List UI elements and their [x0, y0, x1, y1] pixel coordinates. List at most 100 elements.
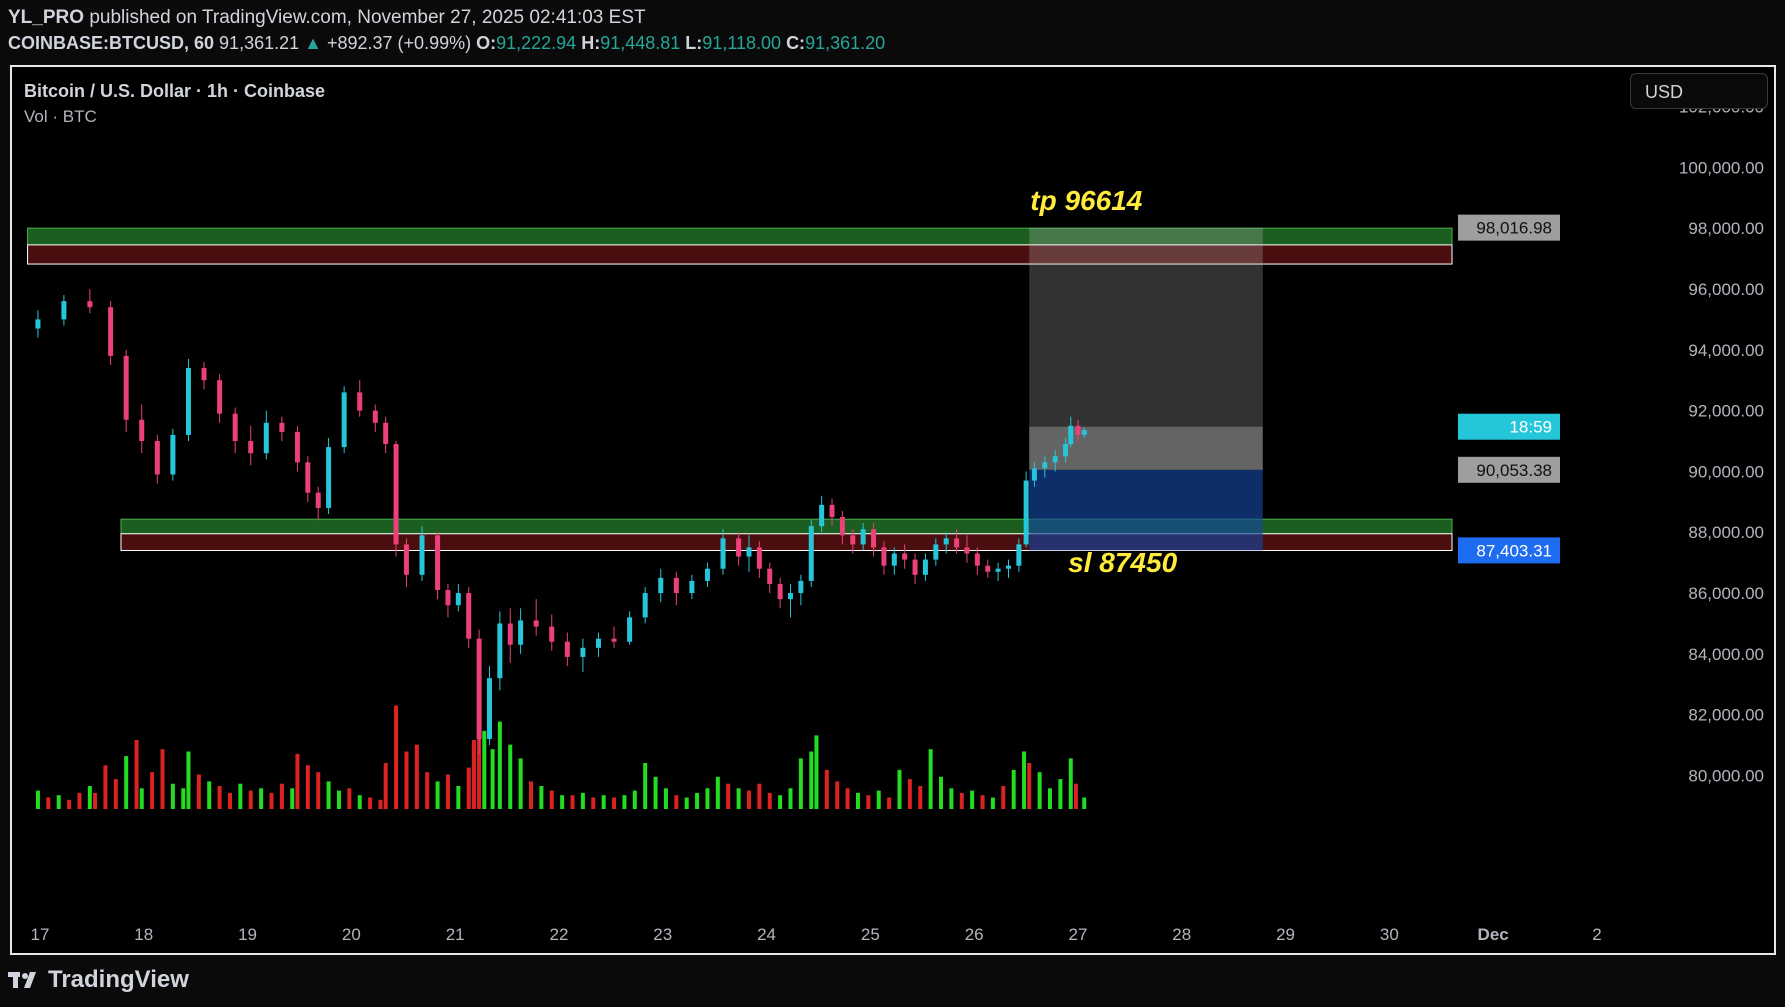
price-tick-8: 86,000.00	[1688, 584, 1764, 603]
price-tick-3: 96,000.00	[1688, 280, 1764, 299]
volume-bar-22	[248, 790, 253, 809]
volume-bar-89	[907, 779, 912, 809]
open-label: O:	[476, 33, 497, 53]
volume-bar-65	[663, 788, 668, 809]
time-tick-1: 18	[134, 925, 153, 944]
time-tick-5: 22	[549, 925, 568, 944]
tradingview-logo-icon	[8, 972, 36, 988]
volume-bar-6	[93, 792, 98, 809]
published-text: published on TradingView.com, November 2…	[89, 7, 646, 28]
candle-body-12	[248, 441, 254, 454]
volume-bar-42	[445, 774, 450, 809]
currency-button[interactable]: USD	[1630, 73, 1768, 109]
volume-bar-81	[824, 769, 829, 809]
volume-bar-57	[580, 792, 585, 809]
volume-bar-35	[378, 799, 383, 809]
candle-body-4	[123, 355, 129, 420]
volume-bar-73	[746, 790, 751, 809]
time-tick-4: 21	[446, 925, 465, 944]
volume-bar-90	[918, 786, 923, 809]
candle-body-27	[445, 590, 451, 606]
time-tick-13: 30	[1380, 925, 1399, 944]
candle-body-45	[689, 580, 695, 594]
author-name[interactable]: YL_PRO	[8, 7, 85, 28]
volume-bar-8	[113, 779, 118, 809]
publish-header: YL_PRO published on TradingView.com, Nov…	[8, 7, 646, 29]
volume-bar-96	[980, 795, 985, 809]
candle-body-46	[704, 568, 710, 581]
candle-body-49	[746, 547, 752, 557]
candle-body-81	[1068, 425, 1074, 445]
volume-bar-50	[508, 744, 513, 809]
volume-bar-34	[368, 797, 373, 809]
volume-bar-43	[456, 786, 461, 809]
volume-bar-83	[845, 788, 850, 809]
candle-body-62	[881, 547, 887, 566]
candle-body-25	[419, 535, 425, 575]
volume-bar-79	[809, 751, 814, 809]
time-tick-8: 25	[861, 925, 880, 944]
candle-body-6	[154, 441, 160, 475]
chart-legend-title[interactable]: Bitcoin / U.S. Dollar · 1h · Coinbase	[24, 81, 326, 101]
tradingview-brand: TradingView	[48, 966, 189, 993]
volume-bar-28	[305, 765, 310, 809]
volume-bar-56	[570, 795, 575, 809]
candle-body-57	[829, 504, 835, 518]
volume-bar-53	[539, 786, 544, 809]
candle-body-66	[922, 559, 928, 575]
volume-bar-0	[35, 790, 40, 809]
tradingview-logo[interactable]: TradingView	[8, 966, 189, 994]
candle-body-13	[263, 422, 269, 454]
volume-bar-1	[46, 797, 51, 809]
price-label-bg-0	[1458, 214, 1560, 241]
volume-bar-16	[186, 751, 191, 809]
candle-body-67	[933, 544, 939, 560]
time-tick-7: 24	[757, 925, 776, 944]
volume-bar-66	[674, 795, 679, 809]
candle-body-42	[642, 593, 648, 618]
volume-bar-44	[466, 767, 471, 809]
volume-bar-106	[1073, 783, 1078, 809]
price-change: +892.37 (+0.99%)	[326, 33, 472, 53]
candle-body-33	[507, 623, 513, 645]
candle-body-50	[756, 547, 762, 569]
high-value: 91,448.81	[600, 33, 681, 53]
price-label-bg-2	[1458, 456, 1560, 483]
time-tick-2: 19	[238, 925, 257, 944]
candle-body-80	[1063, 444, 1069, 457]
open-profit-zone	[1029, 426, 1263, 470]
candle-body-15	[294, 431, 300, 463]
candle-body-41	[627, 617, 633, 642]
low-label: L:	[685, 33, 703, 53]
volume-bar-77	[788, 788, 793, 809]
candle-body-20	[357, 392, 363, 411]
candle-body-47	[720, 538, 726, 569]
price-tick-10: 82,000.00	[1688, 706, 1764, 725]
volume-bar-31	[336, 790, 341, 809]
volume-legend[interactable]: Vol · BTC	[24, 107, 97, 126]
annotation-take-profit: tp 96614	[1030, 185, 1142, 216]
candle-body-53	[788, 593, 793, 600]
volume-bar-103	[1048, 788, 1052, 809]
volume-bar-11	[139, 788, 144, 809]
volume-bar-95	[970, 790, 975, 809]
last-price: 91,361.21	[219, 33, 300, 53]
volume-bar-41	[435, 781, 440, 809]
candle-body-17	[315, 492, 321, 508]
candle-body-36	[549, 626, 555, 642]
price-label-0: 98,016.98	[1476, 219, 1552, 238]
volume-bar-17	[196, 774, 201, 809]
volume-bar-92	[939, 776, 944, 809]
candle-body-54	[798, 580, 804, 594]
volume-bar-88	[897, 769, 902, 809]
candle-body-71	[974, 553, 980, 566]
time-tick-10: 27	[1068, 925, 1087, 944]
volume-bar-37	[394, 705, 399, 809]
candle-body-58	[839, 517, 845, 536]
price-tick-4: 94,000.00	[1688, 341, 1764, 360]
volume-bar-102	[1037, 772, 1042, 809]
volume-bar-2	[56, 795, 61, 809]
volume-bar-39	[414, 744, 419, 809]
